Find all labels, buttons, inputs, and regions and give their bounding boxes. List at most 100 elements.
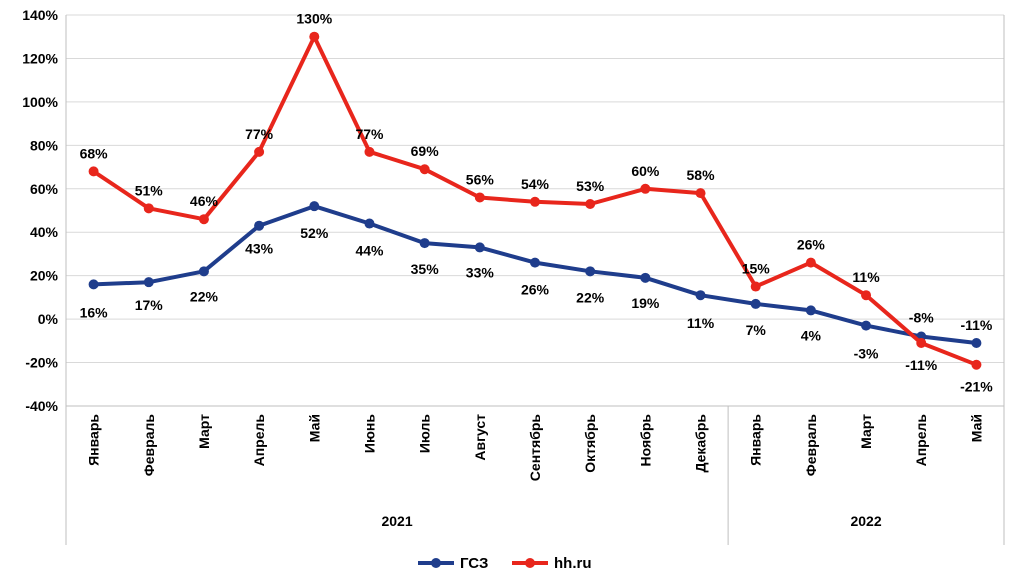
data-label: 77% [355,126,384,142]
data-point [364,218,375,229]
data-point [916,338,927,349]
legend: ГСЗ hh.ru [418,555,592,572]
y-tick-label: 20% [30,268,59,284]
data-label: 7% [746,322,767,338]
data-point [861,320,872,331]
data-label: 35% [411,261,440,277]
x-tick-label: Февраль [803,414,819,477]
y-tick-label: 40% [30,224,59,240]
data-label: 4% [801,327,822,343]
data-label: -3% [854,346,879,362]
data-label: 54% [521,176,550,192]
data-label: 19% [631,295,660,311]
x-tick-label: Январь [748,414,764,466]
data-point [585,266,596,277]
data-point [530,257,540,268]
data-point [364,146,375,157]
group-label: 2021 [381,513,412,529]
data-point [143,203,154,214]
x-tick-label: Апрель [913,414,929,467]
data-point [88,166,99,177]
data-point [198,266,209,277]
x-tick-label: Декабрь [693,414,709,473]
data-point [750,281,761,292]
data-label: 43% [245,241,274,257]
data-label: 26% [521,282,550,298]
data-point [805,257,816,268]
data-point [695,188,706,199]
legend-swatch-marker [431,558,441,568]
y-tick-label: 0% [38,311,59,327]
data-label: 22% [190,288,219,304]
data-point [474,192,485,203]
data-point [419,164,430,175]
data-label: -21% [960,379,993,395]
data-label: 11% [852,269,880,285]
data-point [640,183,651,194]
data-label: 46% [190,193,219,209]
x-tick-label: Август [472,414,488,461]
legend-label: ГСЗ [460,555,488,572]
data-label: 16% [80,304,109,320]
x-tick-label: Июль [417,414,433,454]
data-point [88,279,99,290]
data-point [530,196,540,207]
data-label: 56% [466,171,495,187]
data-label: 11% [687,315,715,331]
x-tick-label: Октябрь [582,414,598,473]
y-tick-label: 120% [22,50,58,66]
data-label: 22% [576,289,605,305]
data-point [143,277,154,288]
x-tick-label: Май [968,414,984,442]
data-point [640,272,651,283]
x-axis: Январь Февраль Март Апрель Май Июнь Июль Август… [65,15,1005,545]
x-tick-label: Март [858,414,874,449]
data-point [254,220,265,231]
data-point [971,338,982,349]
data-point [309,201,320,212]
data-label: 60% [631,163,660,179]
x-tick-label: Март [196,414,212,449]
data-point [585,198,596,209]
gridlines [66,14,1004,407]
x-tick-label: Ноябрь [637,414,653,467]
data-point [474,242,485,253]
data-point [695,290,706,301]
data-label: 15% [742,261,771,277]
data-point [750,298,761,309]
data-point [971,359,982,370]
data-label: 26% [797,237,826,253]
data-point [309,31,320,42]
x-tick-label: Февраль [141,414,157,477]
x-tick-label: Май [306,414,322,442]
legend-label: hh.ru [554,555,592,572]
data-labels: 16% 17% 22% 43% 52% 44% 35% 33% 26% 22% 19% 11% 7% 4%… [80,11,994,395]
data-label: -11% [960,317,992,333]
y-axis-ticks: -40% -20% 0% 20% 40% 60% 80% 100% 120% 140% [22,7,58,414]
data-label: 44% [355,243,384,259]
group-label: 2022 [850,513,881,529]
data-label: 52% [300,225,329,241]
y-tick-label: 100% [22,94,58,110]
x-tick-label: Январь [86,414,102,466]
y-tick-label: 60% [30,181,59,197]
y-tick-label: 80% [30,137,59,153]
data-label: -8% [909,309,934,325]
series-line [93,204,977,345]
data-point [861,290,872,301]
data-label: 130% [296,11,332,27]
data-label: 33% [466,264,495,280]
data-label: 17% [135,297,164,313]
y-tick-label: -20% [25,355,58,371]
data-point [419,238,430,249]
series-lines [88,31,982,370]
legend-swatch-marker [525,558,535,568]
data-label: 51% [135,182,164,198]
data-label: 53% [576,178,605,194]
y-tick-label: -40% [25,398,58,414]
data-point [254,146,265,157]
data-label: 68% [80,145,109,161]
x-tick-label: Апрель [251,414,267,467]
x-tick-label: Июнь [361,414,377,453]
